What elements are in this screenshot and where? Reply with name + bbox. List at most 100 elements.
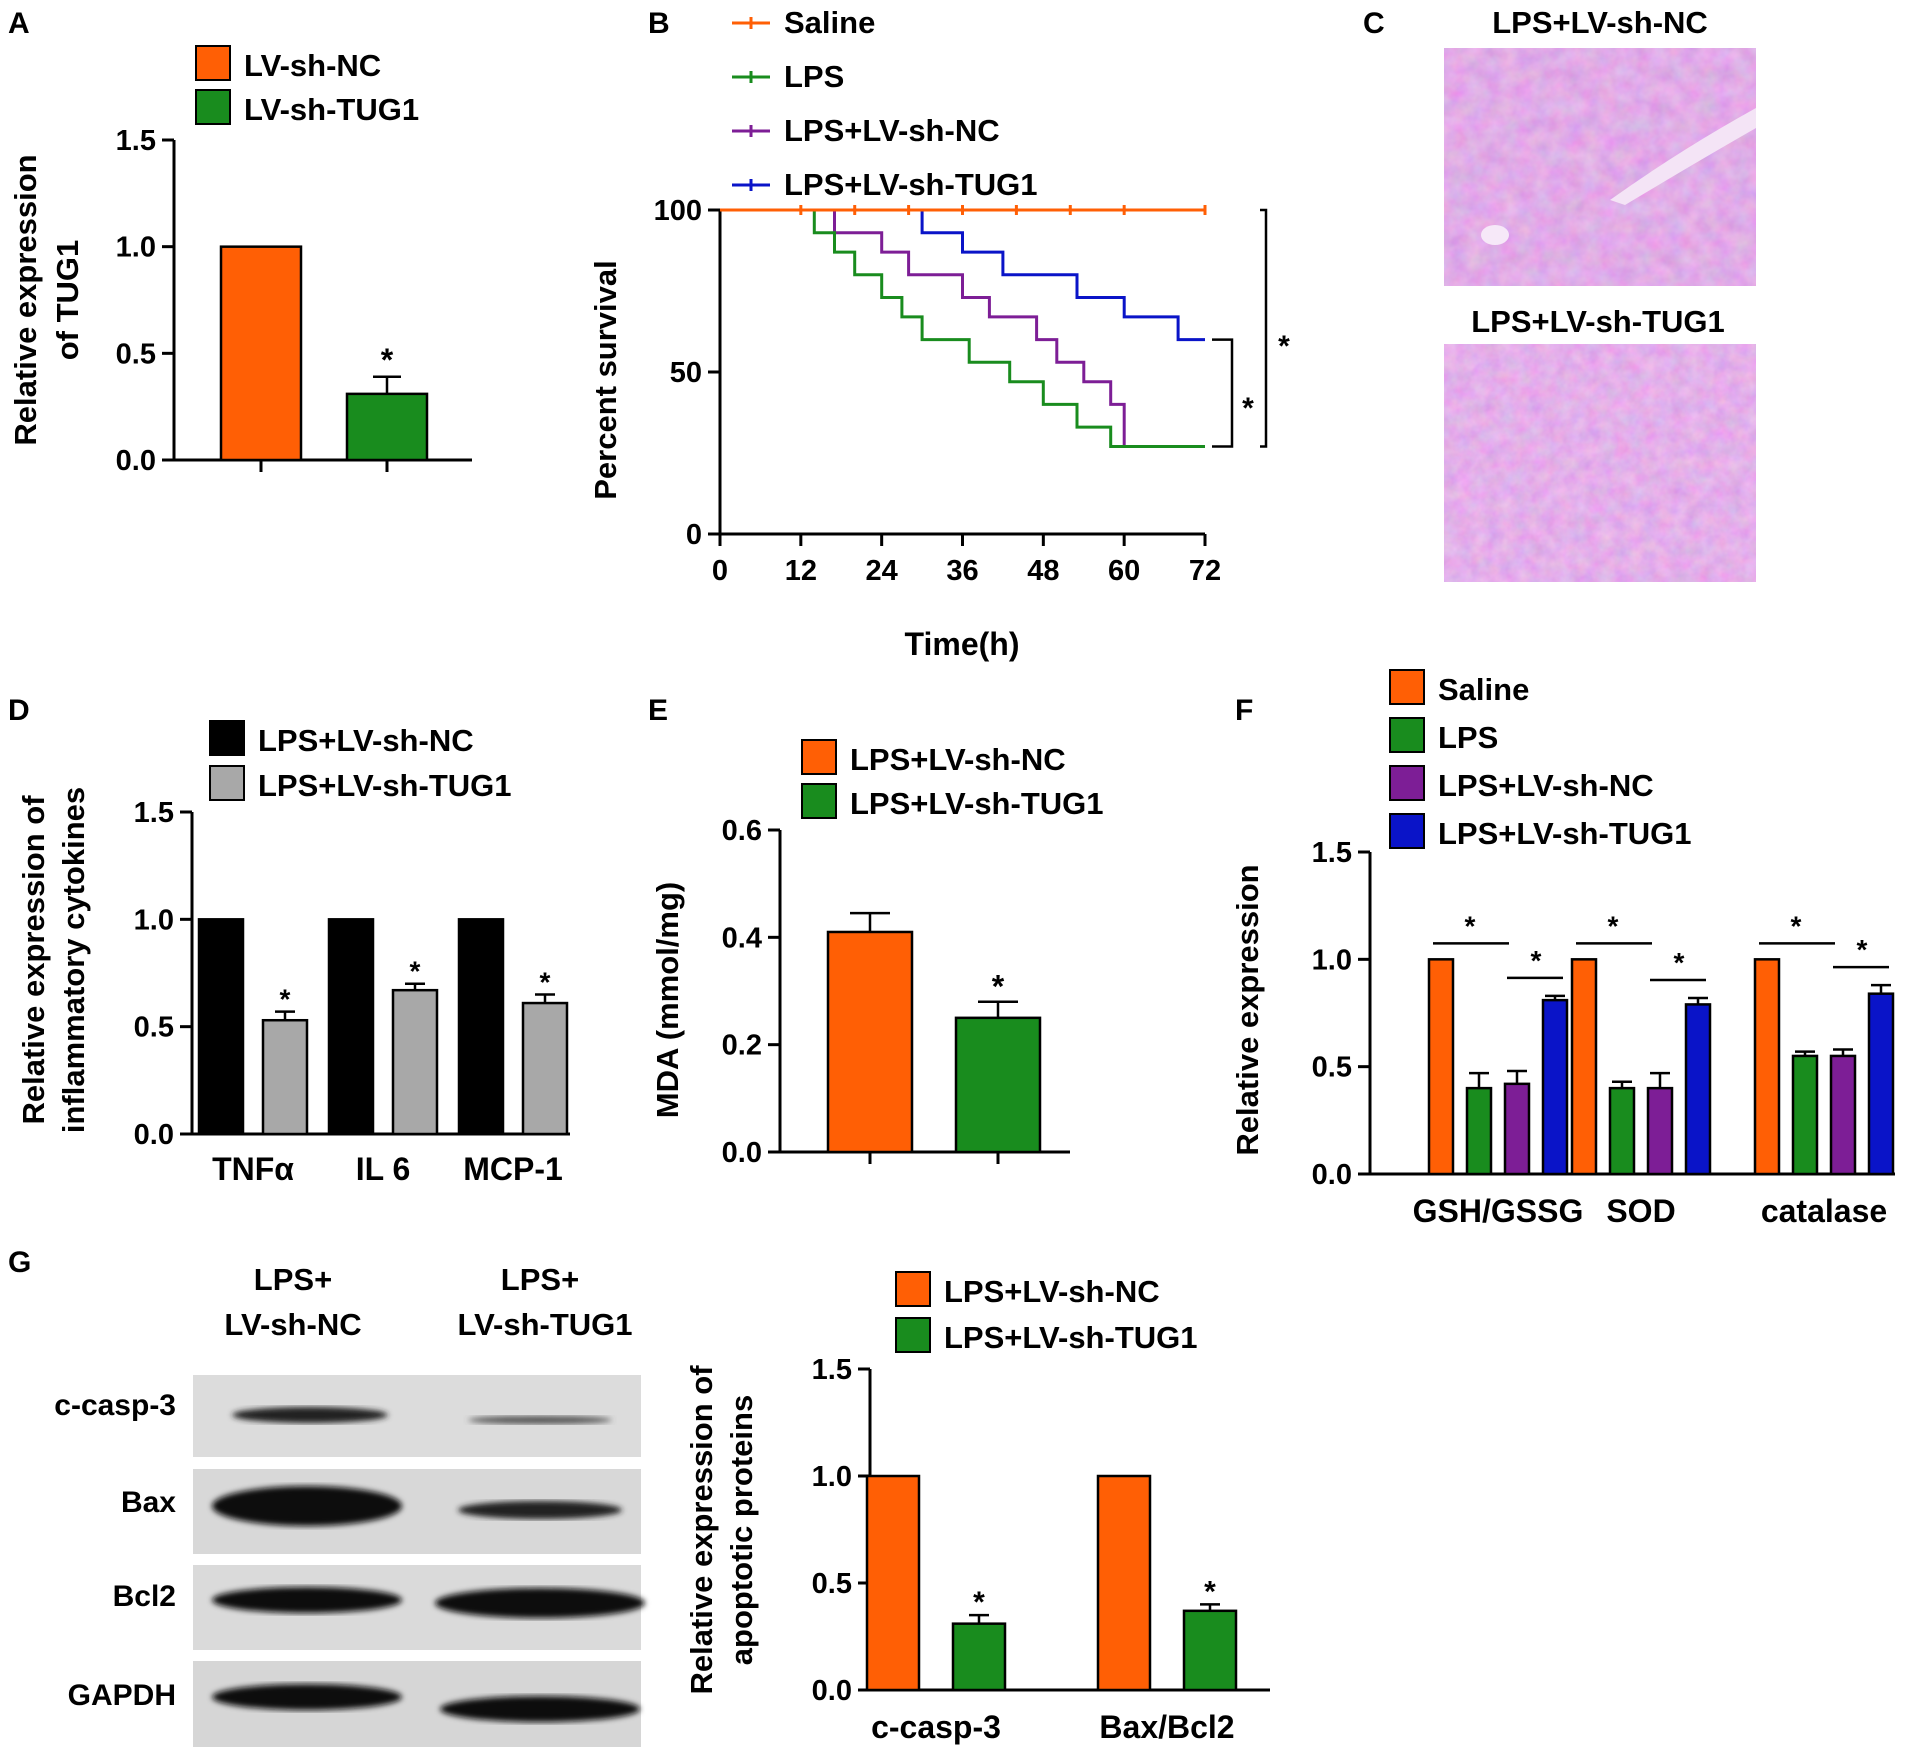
- significance-star: *: [540, 966, 551, 997]
- significance-star: *: [1531, 945, 1542, 976]
- bar: [951, 1622, 1007, 1692]
- legend-label: LPS: [784, 59, 844, 94]
- panel-label-f: F: [1235, 694, 1253, 727]
- y-axis-label-line1: Relative expression of: [16, 795, 51, 1125]
- legend-label: LPS+LV-sh-NC: [258, 723, 474, 758]
- blot-row-label-bcl2: Bcl2: [113, 1580, 176, 1613]
- y-tick-label: 1.5: [134, 797, 174, 829]
- legend-label: LPS+LV-sh-TUG1: [784, 167, 1038, 202]
- legend-label: LPS: [1438, 720, 1498, 755]
- y-tick-label: 0.0: [134, 1119, 174, 1151]
- y-tick-label: 0.6: [722, 815, 762, 847]
- histology-title-bottom: LPS+LV-sh-TUG1: [1471, 304, 1725, 339]
- bar: [1465, 1086, 1493, 1176]
- y-tick-label: 0.0: [812, 1675, 852, 1707]
- y-tick-label: 0.0: [722, 1137, 762, 1169]
- y-tick-label: 1.0: [1312, 944, 1352, 976]
- panel-label-c: C: [1363, 7, 1385, 40]
- bar: [1646, 1086, 1674, 1176]
- bar: [826, 930, 914, 1154]
- legend-swatch: [209, 720, 245, 756]
- legend-swatch: [801, 783, 837, 819]
- blot-row-label-bax: Bax: [121, 1486, 176, 1519]
- blot-row-label-gapdh: GAPDH: [68, 1679, 176, 1712]
- bar: [345, 392, 429, 462]
- x-axis-label: Time(h): [905, 626, 1020, 662]
- significance-star: *: [280, 984, 291, 1015]
- y-axis-label: Relative expression: [1230, 864, 1265, 1155]
- blot-band-bax-nc: [212, 1486, 402, 1526]
- significance-star: *: [1857, 934, 1868, 965]
- histology-title-top: LPS+LV-sh-NC: [1492, 5, 1708, 40]
- panel-label-d: D: [8, 694, 30, 727]
- bar: [197, 918, 245, 1136]
- y-tick-label: 0.5: [134, 1012, 174, 1044]
- y-axis-label: Relative expression of TUG1: [8, 154, 85, 445]
- blot-header-tug1-line1: LPS+: [501, 1262, 579, 1297]
- bar: [1791, 1054, 1819, 1176]
- chart-d: 0.0 0.5 1.0 1.5 TNFα * IL 6 * MCP-1 * Relative exp…: [16, 720, 570, 1187]
- bar: [1570, 958, 1598, 1176]
- legend-label: LPS+LV-sh-TUG1: [1438, 816, 1692, 851]
- bar: [391, 988, 439, 1136]
- bar: [1608, 1086, 1636, 1176]
- bar: [521, 1001, 569, 1136]
- blot-band-bcl2-tug1: [435, 1588, 645, 1618]
- y-tick-label: 0.5: [812, 1568, 852, 1600]
- significance-star: *: [1608, 910, 1619, 941]
- blot-band-bcl2-nc: [212, 1587, 402, 1613]
- x-category-label: catalase: [1761, 1193, 1887, 1229]
- chart-f: 0.0 0.5 1.0 1.5 GSH/GSSG SOD catalase Relative …: [1230, 669, 1895, 1229]
- legend-label: LPS+LV-sh-NC: [1438, 768, 1654, 803]
- legend-swatch: [895, 1271, 931, 1307]
- y-axis-label: MDA (mmol/mg): [650, 882, 685, 1119]
- x-category-label: c-casp-3: [871, 1709, 1001, 1745]
- x-tick-label: 72: [1189, 555, 1221, 587]
- y-tick-label: 0.4: [722, 922, 762, 954]
- legend-swatch: [1389, 669, 1425, 705]
- significance-bracket: [1212, 338, 1234, 448]
- legend-swatch: [209, 765, 245, 801]
- legend-label: LPS+LV-sh-NC: [784, 113, 1000, 148]
- legend-label: LV-sh-NC: [244, 48, 381, 83]
- bar: [1684, 1003, 1712, 1176]
- y-tick-label: 1.0: [134, 904, 174, 936]
- significance-star: *: [410, 956, 421, 987]
- blot-header-nc-line2: LV-sh-NC: [224, 1307, 361, 1342]
- legend-label: LPS+LV-sh-TUG1: [258, 768, 512, 803]
- y-axis-label-line1: Relative expression of: [684, 1365, 719, 1695]
- significance-star: *: [992, 969, 1005, 1005]
- x-tick-label: 12: [785, 555, 817, 587]
- y-axis-label-line2: apoptotic proteins: [724, 1395, 759, 1665]
- legend-label: Saline: [784, 5, 875, 40]
- legend-label: LPS+LV-sh-NC: [850, 742, 1066, 777]
- legend-swatch: [1389, 765, 1425, 801]
- survival-curve: [720, 208, 1205, 342]
- y-tick-label: 100: [654, 195, 702, 227]
- y-axis-label: Relative expression of apoptotic proteins: [684, 1365, 759, 1695]
- blot-band-ccasp3-nc: [232, 1407, 388, 1423]
- y-tick-label: 0.0: [116, 445, 156, 477]
- bar: [1096, 1474, 1152, 1692]
- bar: [1503, 1082, 1531, 1176]
- x-tick-label: 60: [1108, 555, 1140, 587]
- significance-star: *: [1674, 947, 1685, 978]
- legend-swatch: [195, 89, 231, 125]
- blot-row-label-ccasp3: c-casp-3: [54, 1389, 176, 1422]
- y-tick-label: 1.5: [812, 1354, 852, 1386]
- y-axis-label-line2: of TUG1: [50, 240, 85, 361]
- blot-header-nc-line1: LPS+: [254, 1262, 332, 1297]
- legend-label: Saline: [1438, 672, 1529, 707]
- blot-header-tug1-line2: LV-sh-TUG1: [457, 1307, 632, 1342]
- histology-texture-bottom: [1444, 344, 1756, 582]
- legend-swatch: [1389, 717, 1425, 753]
- legend-swatch: [801, 739, 837, 775]
- bar: [954, 1016, 1042, 1154]
- bar: [219, 245, 303, 462]
- y-axis-label: Relative expression of inflammatory cytok…: [16, 787, 91, 1133]
- legend-swatch: [895, 1317, 931, 1353]
- x-tick-label: 0: [712, 555, 728, 587]
- panel-label-e: E: [648, 694, 668, 727]
- y-tick-label: 0.0: [1312, 1159, 1352, 1191]
